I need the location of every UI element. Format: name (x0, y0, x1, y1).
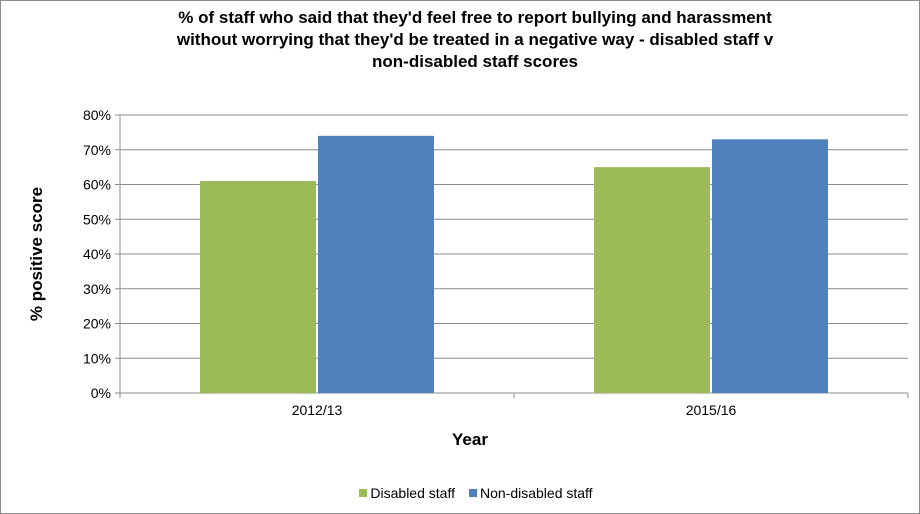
bar-non-disabled-staff-2015-16 (712, 139, 828, 393)
x-tick-label: 2015/16 (686, 402, 737, 418)
y-tick-label: 40% (83, 246, 111, 262)
legend-label-non-disabled-staff: Non-disabled staff (479, 485, 593, 501)
chart-title-line-2: without worrying that they'd be treated … (176, 30, 774, 49)
bar-non-disabled-staff-2012-13 (318, 135, 434, 393)
x-tick-label: 2012/13 (292, 402, 343, 418)
chart-title-line-3: non-disabled staff scores (372, 52, 578, 71)
y-tick-label: 0% (91, 385, 111, 401)
legend: Disabled staff Non-disabled staff (316, 482, 636, 504)
legend-item-disabled-staff: Disabled staff (359, 485, 455, 501)
y-tick-label: 80% (83, 107, 111, 123)
x-axis-title: Year (452, 430, 488, 449)
legend-label-disabled-staff: Disabled staff (370, 485, 455, 501)
chart-title: % of staff who said that they'd feel fre… (95, 7, 855, 73)
legend-item-non-disabled-staff: Non-disabled staff (468, 485, 593, 501)
chart-title-line-1: % of staff who said that they'd feel fre… (178, 8, 772, 27)
y-tick-label: 30% (83, 281, 111, 297)
bar-disabled-staff-2012-13 (200, 181, 316, 393)
bar-disabled-staff-2015-16 (594, 167, 710, 393)
y-tick-label: 70% (83, 142, 111, 158)
legend-swatch-non-disabled-staff (468, 489, 477, 497)
legend-swatch-disabled-staff (359, 489, 368, 497)
y-tick-label: 50% (83, 211, 111, 227)
y-tick-label: 60% (83, 177, 111, 193)
y-tick-label: 20% (83, 316, 111, 332)
y-tick-label: 10% (83, 350, 111, 366)
